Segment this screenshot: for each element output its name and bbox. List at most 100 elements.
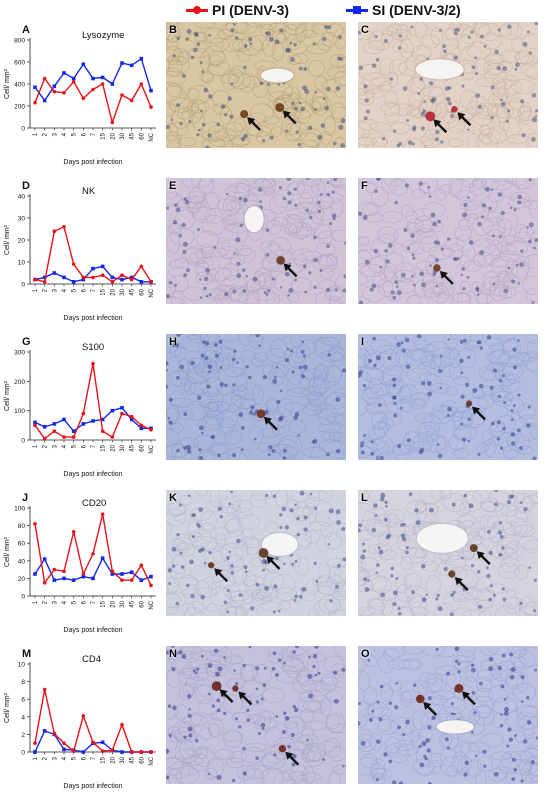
cell-nucleus	[442, 44, 446, 49]
tissue-cell	[388, 658, 412, 670]
cell-nucleus	[233, 252, 236, 255]
cell-nucleus	[166, 650, 171, 655]
cell-nucleus	[514, 67, 518, 71]
tissue-cell	[393, 270, 417, 279]
tissue-cell	[358, 236, 370, 247]
tissue-cell	[302, 447, 326, 458]
tissue-cell	[400, 383, 419, 404]
cell-nucleus	[168, 734, 172, 738]
tissue-cell	[333, 676, 346, 689]
cell-nucleus	[314, 673, 318, 677]
tissue-cell	[523, 539, 538, 554]
cell-nucleus	[181, 222, 186, 228]
x-tick-label: 30	[120, 756, 126, 763]
tissue-cell	[296, 697, 320, 713]
cell-nucleus	[179, 364, 185, 370]
cell-nucleus	[486, 573, 491, 578]
cell-nucleus	[400, 272, 406, 278]
tissue-cell	[517, 672, 529, 693]
cell-nucleus	[238, 412, 244, 418]
y-tick-label: 8	[21, 679, 25, 686]
tissue-cell	[236, 245, 253, 257]
cell-nucleus	[199, 425, 204, 431]
tissue-cell	[498, 116, 510, 132]
cell-nucleus	[262, 683, 267, 687]
cell-nucleus	[399, 406, 403, 410]
cell-nucleus	[273, 584, 278, 589]
tissue-cell	[502, 521, 522, 536]
tissue-cell	[307, 490, 329, 501]
cell-nucleus	[358, 523, 363, 528]
tissue-cell	[407, 295, 421, 304]
cell-nucleus	[385, 535, 390, 540]
data-point-pi	[139, 264, 144, 269]
cell-nucleus	[243, 44, 248, 48]
cell-nucleus	[183, 446, 187, 450]
tissue-cell	[479, 125, 492, 136]
tissue-cell	[358, 397, 369, 417]
cell-nucleus	[430, 212, 436, 218]
data-point-pi	[120, 93, 124, 97]
cell-nucleus	[367, 658, 371, 662]
cell-nucleus	[447, 101, 452, 106]
cell-nucleus	[416, 334, 422, 339]
tissue-cell	[222, 263, 240, 281]
tissue-cell	[358, 606, 376, 616]
tissue-cell	[283, 23, 298, 42]
cell-nucleus	[423, 100, 426, 103]
cell-nucleus	[302, 364, 308, 370]
tissue-cell	[358, 738, 372, 749]
tissue-cell	[389, 746, 409, 763]
x-tick-label: 60	[139, 288, 145, 295]
tissue-cell	[450, 179, 471, 198]
tissue-cell	[406, 222, 420, 234]
tissue-cell	[515, 178, 535, 190]
cell-nucleus	[445, 96, 451, 102]
cell-nucleus	[425, 593, 429, 596]
cell-nucleus	[274, 672, 279, 677]
tissue-cell	[296, 201, 318, 215]
x-tick-label: 4	[62, 756, 68, 760]
y-tick-label: 6	[21, 697, 25, 704]
x-tick-label: 7	[91, 756, 97, 760]
tissue-cell	[330, 178, 346, 187]
cell-nucleus	[291, 370, 295, 374]
data-point-pi	[100, 429, 105, 433]
cell-nucleus	[326, 452, 330, 457]
cell-nucleus	[187, 726, 193, 732]
cell-nucleus	[166, 748, 170, 754]
cell-nucleus	[419, 271, 425, 277]
tissue-cell	[475, 292, 493, 304]
cell-nucleus	[373, 503, 378, 508]
micrograph-letter-e: E	[169, 180, 177, 192]
cell-nucleus	[255, 334, 260, 338]
cell-nucleus	[502, 374, 506, 378]
cell-nucleus	[372, 336, 376, 341]
tissue-cell	[254, 351, 268, 363]
tissue-cell	[330, 663, 346, 675]
cell-nucleus	[407, 140, 413, 145]
tissue-cell	[525, 334, 538, 345]
tissue-cell	[442, 111, 456, 124]
stained-cell	[276, 256, 285, 265]
tissue-cell	[209, 646, 228, 658]
cell-nucleus	[344, 241, 346, 245]
cell-nucleus	[432, 221, 437, 227]
y-axis-label: Cell/ mm²	[4, 224, 11, 255]
tissue-cell	[358, 733, 377, 752]
tissue-cell	[310, 204, 325, 225]
tissue-cell	[387, 71, 399, 88]
cell-nucleus	[410, 25, 414, 29]
tissue-cell	[472, 516, 489, 530]
cell-nucleus	[172, 705, 177, 711]
tissue-cell	[313, 599, 338, 616]
cell-nucleus	[277, 658, 282, 662]
cell-nucleus	[398, 34, 402, 38]
tissue-cell	[303, 201, 322, 215]
tissue-cell	[470, 543, 489, 561]
cell-nucleus	[248, 375, 252, 380]
cell-nucleus	[341, 667, 346, 672]
data-point-pi	[91, 275, 95, 280]
cell-nucleus	[397, 290, 402, 295]
cell-nucleus	[384, 500, 388, 504]
